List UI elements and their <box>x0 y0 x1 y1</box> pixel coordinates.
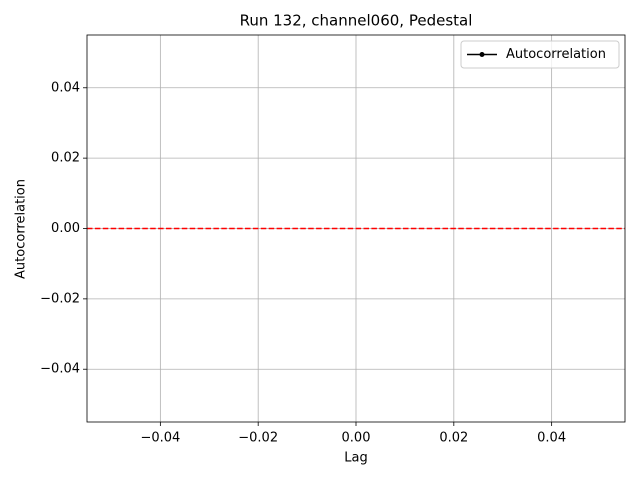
y-axis-label: Autocorrelation <box>14 179 29 279</box>
x-axis-label: Lag <box>344 451 367 466</box>
y-tick-label: −0.04 <box>40 362 80 377</box>
x-tick-label: −0.02 <box>238 431 278 446</box>
legend: Autocorrelation <box>460 40 620 69</box>
y-tick-label: 0.02 <box>51 151 80 166</box>
y-tick-label: −0.02 <box>40 291 80 306</box>
legend-label: Autocorrelation <box>506 47 606 62</box>
chart-title: Run 132, channel060, Pedestal <box>240 12 473 30</box>
x-tick-label: 0.02 <box>439 431 468 446</box>
legend-box <box>460 40 620 69</box>
x-tick-label: 0.00 <box>342 431 371 446</box>
plot-frame <box>86 34 626 423</box>
y-tick-label: 0.00 <box>51 221 80 236</box>
legend-marker <box>479 52 485 57</box>
x-tick-label: −0.04 <box>140 431 180 446</box>
x-tick-label: 0.04 <box>537 431 566 446</box>
y-tick-label: 0.04 <box>51 80 80 95</box>
